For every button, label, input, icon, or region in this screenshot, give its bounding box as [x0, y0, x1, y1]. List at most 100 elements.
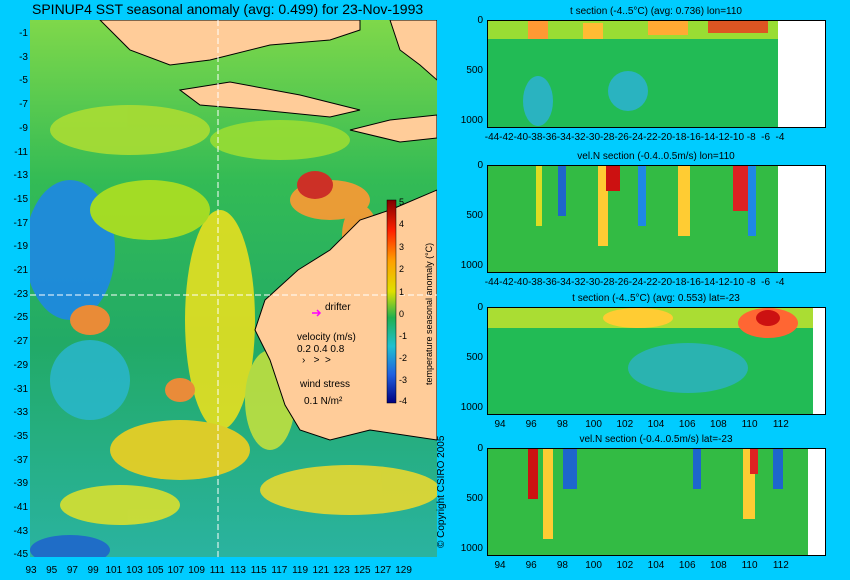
chart-title: SPINUP4 SST seasonal anomaly (avg: 0.499…: [32, 1, 424, 17]
section-x-tick: -22: [643, 277, 658, 288]
lat-tick: -11: [14, 146, 28, 158]
panel-title: t section (-4..5°C) (avg: 0.553) lat=-23: [572, 293, 740, 304]
lat-tick: -29: [13, 359, 28, 371]
t-section-lon110: [487, 20, 826, 128]
section-x-tick: -8: [746, 277, 756, 288]
lat-tick: -27: [13, 336, 28, 348]
wind-stress-label: wind stress: [300, 379, 351, 390]
section-x-tick: 102: [616, 419, 634, 430]
lat-tick: -31: [13, 383, 28, 395]
depth-tick: 1000: [460, 115, 483, 126]
section-x-tick: -34: [556, 277, 572, 288]
section-x-tick: 96: [525, 560, 537, 571]
section-x-tick: 108: [710, 560, 727, 571]
lon-tick: 101: [105, 565, 123, 576]
section-x-tick: -6: [761, 132, 771, 143]
lon-tick: 115: [250, 565, 267, 576]
section-x-tick: 106: [678, 419, 696, 430]
lon-tick: 119: [292, 565, 309, 576]
lat-tick: -7: [19, 99, 28, 111]
lon-tick: 129: [395, 565, 412, 576]
depth-tick: 0: [477, 15, 483, 26]
lat-tick: -17: [13, 217, 28, 229]
lon-tick: 97: [66, 565, 78, 576]
section-x-tick: -44: [484, 277, 500, 288]
drifter-label: drifter: [325, 302, 351, 313]
section-x-tick: -28: [599, 132, 615, 143]
section-x-tick: -10: [729, 277, 745, 288]
veln-section-lon110: [487, 165, 826, 273]
panel-title: vel.N section (-0.4..0.5m/s) lon=110: [577, 151, 735, 162]
velocity-label: velocity (m/s): [297, 332, 356, 343]
section-x-tick: -32: [571, 132, 586, 143]
colorbar-tick: -3: [399, 375, 408, 385]
lat-tick: -15: [13, 193, 28, 205]
depth-tick: 500: [466, 352, 483, 363]
lon-tick: 103: [126, 565, 143, 576]
section-x-tick: -12: [715, 277, 730, 288]
lon-tick: 93: [25, 565, 37, 576]
copyright: © Copyright CSIRO 2005: [436, 435, 447, 548]
section-x-tick: 110: [741, 560, 758, 571]
depth-tick: 1000: [460, 543, 483, 554]
section-x-tick: -38: [527, 132, 543, 143]
section-x-tick: 108: [710, 419, 727, 430]
section-x-tick: -40: [513, 132, 529, 143]
sst-anomaly-map: [30, 20, 437, 557]
section-x-tick: -18: [671, 277, 687, 288]
section-x-tick: 104: [647, 560, 665, 571]
veln-section-lat-23: [487, 448, 826, 556]
depth-tick: 500: [466, 493, 483, 504]
section-x-tick: -14: [700, 277, 716, 288]
lon-tick: 107: [167, 565, 185, 576]
depth-tick: 1000: [460, 260, 483, 271]
section-x-tick: 100: [585, 560, 602, 571]
section-x-tick: 98: [556, 419, 568, 430]
colorbar-tick: 5: [399, 197, 405, 207]
velocity-scale: 0.2 0.4 0.8: [297, 344, 345, 355]
depth-tick: 1000: [460, 402, 483, 413]
section-x-tick: -24: [628, 132, 644, 143]
depth-tick: 0: [477, 160, 483, 171]
section-x-tick: -18: [671, 132, 687, 143]
colorbar-tick: 2: [399, 264, 405, 274]
section-x-tick: -38: [527, 277, 543, 288]
lat-tick: -25: [13, 312, 28, 324]
section-x-tick: -42: [499, 132, 514, 143]
depth-tick: 0: [477, 443, 483, 454]
section-x-tick: -12: [715, 132, 730, 143]
section-x-tick: 96: [525, 419, 537, 430]
colorbar-tick: 4: [399, 219, 405, 229]
section-x-tick: -30: [585, 277, 601, 288]
section-x-tick: 102: [616, 560, 634, 571]
section-x-tick: -32: [571, 277, 586, 288]
lat-tick: -35: [13, 430, 28, 442]
section-x-tick: -16: [686, 132, 701, 143]
section-x-tick: -44: [484, 132, 500, 143]
lat-tick: -3: [19, 51, 28, 63]
colorbar-label: temperature seasonal anomaly (°C): [424, 242, 434, 385]
lon-tick: 127: [374, 565, 392, 576]
t-section-lat-23: [487, 307, 826, 415]
section-x-tick: 94: [494, 419, 506, 430]
section-x-tick: 100: [585, 419, 602, 430]
lat-tick: -13: [13, 170, 28, 182]
section-x-tick: 94: [494, 560, 506, 571]
section-x-tick: -4: [775, 277, 785, 288]
lon-tick: 109: [188, 565, 205, 576]
lon-tick: 125: [353, 565, 371, 576]
colorbar-tick: -4: [399, 396, 408, 406]
lat-tick: -33: [13, 407, 28, 419]
lat-tick: -43: [13, 525, 28, 537]
lat-tick: -21: [13, 265, 28, 276]
section-x-tick: -20: [657, 132, 673, 143]
colorbar-tick: -1: [399, 331, 408, 341]
lat-tick: -45: [13, 549, 28, 561]
colorbar-tick: 0: [399, 309, 405, 319]
lon-tick: 95: [46, 565, 58, 576]
section-x-tick: -26: [614, 277, 629, 288]
colorbar-label-wrap: temperature seasonal anomaly (°C): [424, 205, 434, 385]
section-x-tick: -20: [657, 277, 673, 288]
section-x-tick: 112: [772, 560, 789, 571]
section-x-tick: -36: [542, 132, 557, 143]
